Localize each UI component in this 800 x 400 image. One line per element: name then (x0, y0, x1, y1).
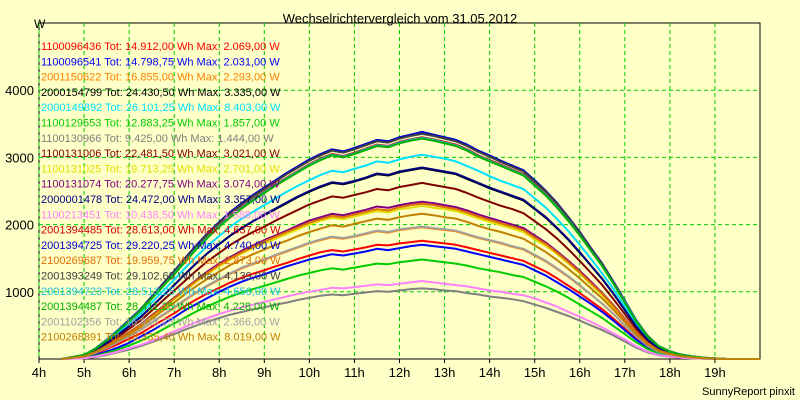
series-line (61, 166, 760, 360)
series-line (61, 212, 760, 360)
x-tick-label: 9h (257, 365, 271, 380)
x-tick-label: 4h (32, 365, 46, 380)
legend-entry: 2001102356 Tot: 16.913,25 Wh Max: 2.366,… (41, 316, 280, 328)
x-tick-label: 19h (704, 365, 726, 380)
series-line (61, 181, 760, 360)
legend-entry: 2001394725 Tot: 29.220,25 Wh Max: 4.740,… (41, 240, 281, 252)
series-line (61, 258, 760, 360)
legend: 1100096436 Tot: 14.912,00 Wh Max: 2.069,… (41, 41, 281, 344)
x-tick-label: 15h (524, 365, 546, 380)
x-tick-label: 14h (479, 365, 501, 380)
legend-entry: 2000154799 Tot: 24.430,50 Wh Max: 3.335,… (41, 87, 281, 99)
legend-entry: 2100268891 Tot: 18.335,40 Wh Max: 8.019,… (41, 332, 281, 344)
legend-entry: 1100096541 Tot: 14.798,75 Wh Max: 2.031,… (41, 56, 280, 68)
legend-entry: 1100096436 Tot: 14.912,00 Wh Max: 2.069,… (41, 41, 280, 53)
x-tick-label: 10h (299, 365, 321, 380)
x-tick-label: 18h (659, 365, 681, 380)
y-tick-label: 3000 (5, 150, 34, 165)
x-tick-label: 16h (569, 365, 591, 380)
legend-entry: 1100130966 Tot: 9.425,00 Wh Max: 1.444,0… (41, 133, 274, 145)
series-line (61, 287, 760, 360)
series-line (61, 153, 760, 360)
series-line (61, 137, 760, 360)
legend-entry: 2000001478 Tot: 24.472,00 Wh Max: 3.357,… (41, 194, 281, 206)
series-line (61, 243, 760, 360)
legend-entry: 2100269687 Tot: 19.959,75 Wh Max: 2.873,… (41, 255, 281, 267)
x-axis: 4h 5h 6h 7h 8h 9h 10h 11h 12h 13h 14h 15h 16h 17h 18h 1… (32, 359, 726, 380)
x-tick-label: 17h (614, 365, 636, 380)
x-tick-label: 12h (389, 365, 411, 380)
x-tick-label: 7h (167, 365, 181, 380)
legend-entry: 1100131025 Tot: 19.713,25 Wh Max: 2.701,… (41, 163, 280, 175)
series-line (61, 225, 760, 360)
legend-entry: 2001150622 Tot: 16.855,00 Wh Max: 2.293,… (41, 72, 280, 84)
footer-credit: SunnyReport pinxit (702, 386, 795, 398)
legend-entry: 1100131074 Tot: 20.277,75 Wh Max: 3.074,… (41, 179, 280, 191)
x-tick-label: 8h (212, 365, 226, 380)
legend-entry: 1100131006 Tot: 22.481,50 Wh Max: 3.021,… (41, 148, 280, 160)
x-tick-label: 5h (77, 365, 91, 380)
legend-entry: 1100213451 Tot: 10.438,50 Wh Max: 1.588,… (41, 209, 280, 221)
y-tick-label: 4000 (5, 83, 34, 98)
series-line (61, 202, 760, 360)
y-tick-label: 2000 (5, 218, 34, 233)
chart-title: Wechselrichtervergleich vom 31.05.2012 (283, 11, 518, 26)
legend-entry: 2001394723 Tot: 28.513,25 Wh Max: 4.656,… (41, 286, 281, 298)
x-tick-label: 6h (122, 365, 136, 380)
legend-entry: 1100129553 Tot: 12.883,25 Wh Max: 1.857,… (41, 118, 280, 130)
y-axis-unit: W (34, 17, 46, 31)
series-lines (61, 130, 760, 360)
legend-entry: 2000149892 Tot: 26.101,25 Wh Max: 8.403,… (41, 102, 281, 114)
series-line (61, 280, 760, 360)
x-tick-label: 11h (344, 365, 365, 380)
legend-entry: 2001394485 Tot: 28.613,00 Wh Max: 4.637,… (41, 225, 281, 237)
legend-entry: 2001393249 Tot: 29.102,60 Wh Max: 4.139,… (41, 271, 281, 283)
y-axis: 1000 2000 3000 4000 (5, 83, 34, 300)
x-tick-label: 13h (434, 365, 456, 380)
y-tick-label: 1000 (5, 285, 34, 300)
legend-entry: 2001394487 Tot: 28.411,25 Wh Max: 4.228,… (41, 301, 280, 313)
